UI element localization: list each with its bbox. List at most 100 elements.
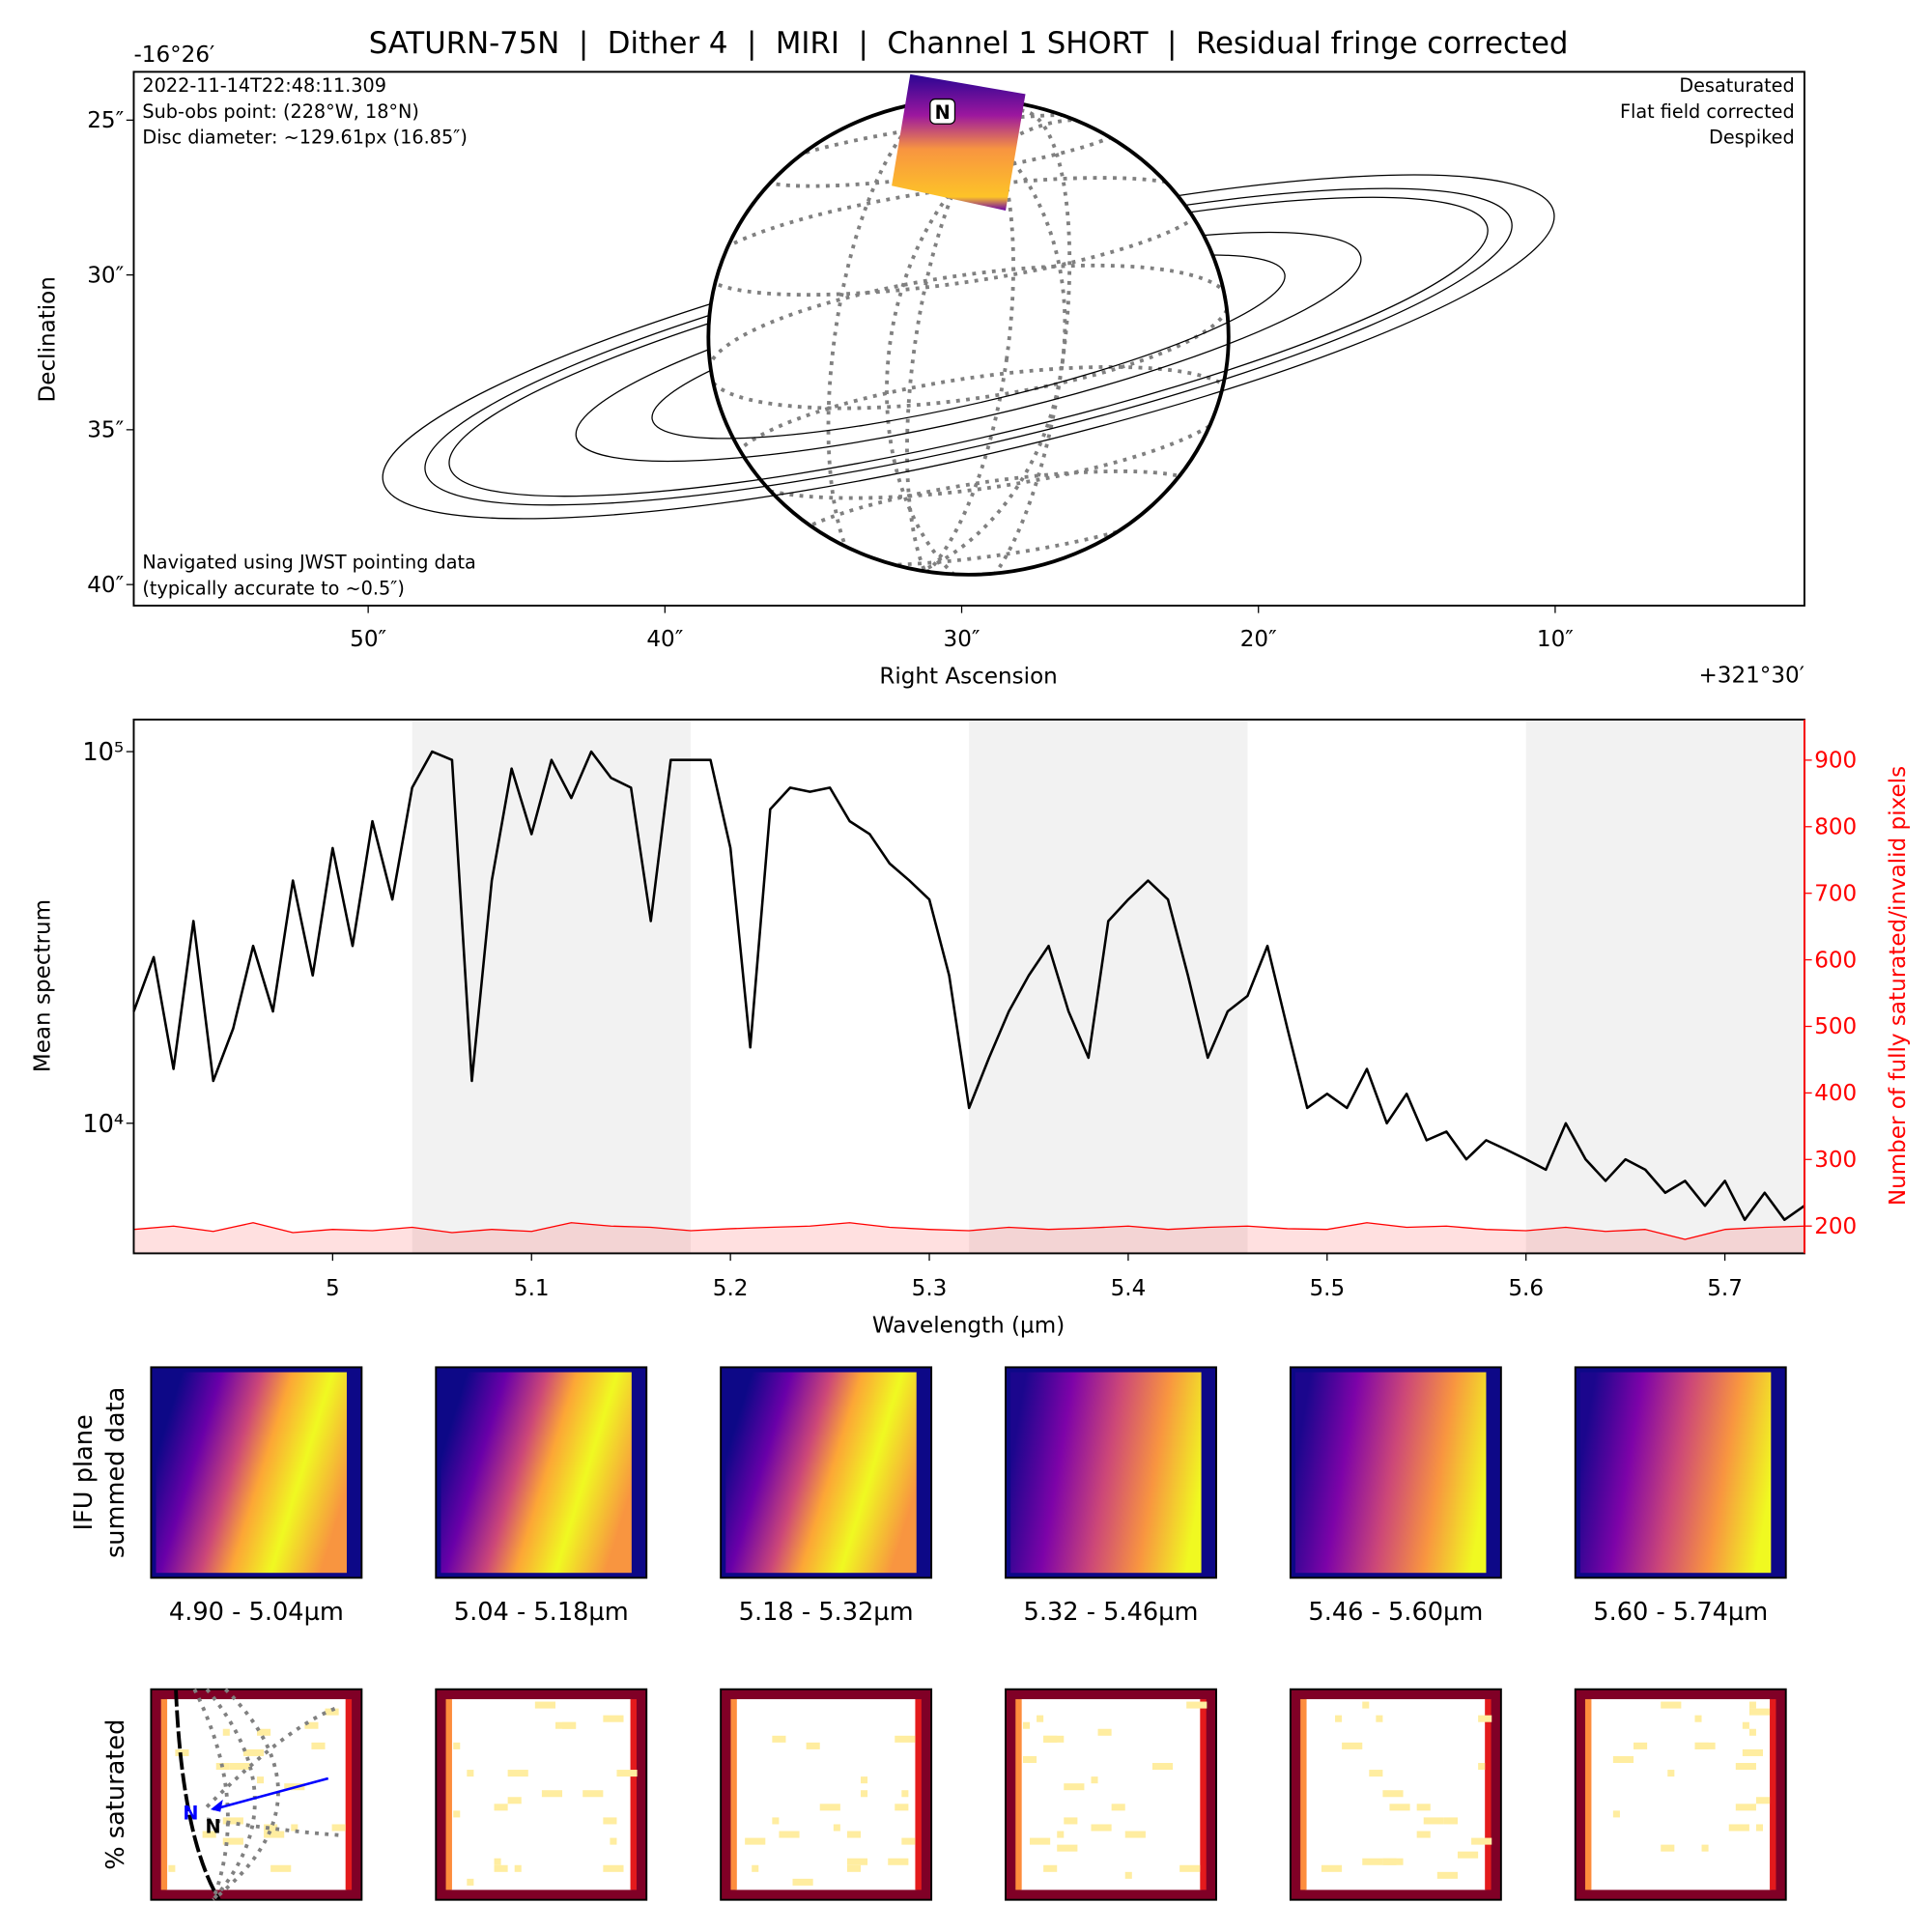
saturated-pixel	[1382, 1790, 1404, 1798]
image-frame	[1005, 1688, 1217, 1901]
x-offset-label: +321°30′	[1698, 663, 1804, 688]
x-tick-label: 5.7	[1707, 1276, 1743, 1301]
image-frame	[435, 1688, 648, 1901]
saturated-pixel	[494, 1804, 508, 1811]
annotation: Despiked	[1709, 127, 1795, 149]
saturated-pixel	[325, 1708, 339, 1716]
saturation-edge	[730, 1698, 737, 1890]
saturation-edge	[1485, 1698, 1492, 1890]
saturated-pixel	[291, 1824, 298, 1832]
saturated-pixel	[1436, 1871, 1458, 1879]
annotation: Sub-obs point: (228°W, 18°N)	[142, 100, 418, 123]
saturated-pixel	[901, 1790, 909, 1798]
footnote: Navigated using JWST pointing data	[142, 551, 475, 573]
saturated-pixel	[1064, 1783, 1085, 1791]
planet-disc	[708, 99, 1229, 575]
saturated-pixel	[202, 1831, 216, 1838]
saturated-pixel	[1389, 1804, 1410, 1811]
image-frame	[150, 1688, 363, 1901]
saturated-pixel	[222, 1817, 243, 1825]
saturated-pixel	[1022, 1721, 1031, 1729]
north-arrow	[213, 1776, 329, 1811]
annotation: 2022-11-14T22:48:11.309	[142, 74, 386, 97]
saturated-pixel	[745, 1837, 766, 1845]
saturated-pixel	[1124, 1831, 1146, 1838]
saturated-pixel	[257, 1776, 265, 1784]
saturated-pixel	[1064, 1817, 1078, 1825]
y2-tick-label: 400	[1814, 1081, 1857, 1106]
saturated-pixel	[1661, 1701, 1682, 1709]
row-label: summed data	[101, 1387, 130, 1558]
saturation-inner	[450, 1698, 632, 1890]
y2-tick-label: 900	[1814, 749, 1857, 774]
saturation-edge	[1015, 1698, 1022, 1890]
saturation-inner	[1020, 1698, 1202, 1890]
saturated-pixel	[806, 1742, 820, 1749]
saturated-pixel	[331, 1824, 346, 1832]
y2-tick-label: 500	[1814, 1014, 1857, 1039]
y-tick-label: 25″	[87, 108, 124, 133]
shaded-range	[1525, 719, 1804, 1254]
saturated-pixel	[1091, 1776, 1098, 1784]
saturated-pixel	[1097, 1728, 1112, 1736]
saturated-pixel	[304, 1721, 319, 1729]
saturated-pixel	[603, 1817, 617, 1825]
y2-axis-label: Number of fully saturated/invalid pixels	[1886, 766, 1911, 1206]
x-tick-label: 50″	[350, 627, 386, 652]
saturated-pixel	[1057, 1844, 1078, 1852]
saturated-pixel	[772, 1817, 780, 1825]
saturated-pixel	[229, 1763, 250, 1771]
saturated-pixel	[1612, 1810, 1620, 1818]
chart-title: SATURN-75N | Dither 4 | MIRI | Channel 1…	[369, 26, 1569, 61]
footnote: (typically accurate to ~0.5″)	[142, 577, 404, 599]
y-tick-label: 10⁴	[82, 1110, 124, 1139]
saturated-pixel	[792, 1878, 813, 1886]
saturated-pixel	[494, 1858, 501, 1865]
shaded-range	[969, 719, 1248, 1254]
image-frame	[1574, 1366, 1787, 1579]
row-label: % saturated	[101, 1719, 130, 1870]
saturation-edge	[1300, 1698, 1307, 1890]
saturation-edge	[445, 1698, 452, 1890]
image-frame	[435, 1366, 648, 1579]
north-box	[929, 98, 956, 125]
saturated-pixel	[861, 1776, 868, 1784]
x-tick-label: 5	[326, 1276, 340, 1301]
grid-line	[212, 1688, 280, 1902]
saturated-pixel	[264, 1831, 285, 1838]
saturation-edge	[345, 1698, 353, 1890]
annotation: Desaturated	[1679, 74, 1794, 97]
saturation-edge	[1200, 1698, 1207, 1890]
saturation-inner	[165, 1698, 347, 1890]
saturated-pixel	[1661, 1844, 1675, 1852]
saturated-pixel	[1748, 1708, 1771, 1716]
saturated-pixel	[1416, 1804, 1431, 1811]
meridian-line	[885, 118, 1229, 575]
saturated-pixel	[1124, 1871, 1132, 1879]
y-axis-label: Mean spectrum	[30, 899, 55, 1072]
image-frame	[1289, 1688, 1502, 1901]
saturated-pixel	[1091, 1824, 1112, 1832]
saturated-pixel	[1382, 1858, 1397, 1865]
ifu-image	[1295, 1372, 1487, 1574]
saturated-pixel	[1701, 1844, 1709, 1852]
saturated-pixel	[514, 1864, 522, 1872]
y2-tick-label: 200	[1814, 1214, 1857, 1239]
shaded-range	[412, 719, 691, 1254]
image-frame	[720, 1366, 933, 1579]
saturated-pixel	[1612, 1755, 1634, 1763]
saturated-pixel	[1667, 1770, 1675, 1777]
annotation: Flat field corrected	[1620, 100, 1795, 123]
saturated-pixel	[1755, 1824, 1763, 1832]
series-fill	[133, 1222, 1804, 1254]
y-tick-label: 35″	[87, 418, 124, 443]
y-offset-label: -16°26′	[133, 43, 214, 68]
saturated-pixel	[1634, 1742, 1648, 1749]
saturated-pixel	[242, 1748, 265, 1756]
saturated-pixel	[861, 1790, 868, 1798]
series-line	[133, 1222, 1804, 1240]
x-tick-label: 5.4	[1111, 1276, 1147, 1301]
saturation-edge	[630, 1698, 637, 1890]
saturated-pixel	[846, 1858, 868, 1865]
x-tick-label: 10″	[1537, 627, 1574, 652]
